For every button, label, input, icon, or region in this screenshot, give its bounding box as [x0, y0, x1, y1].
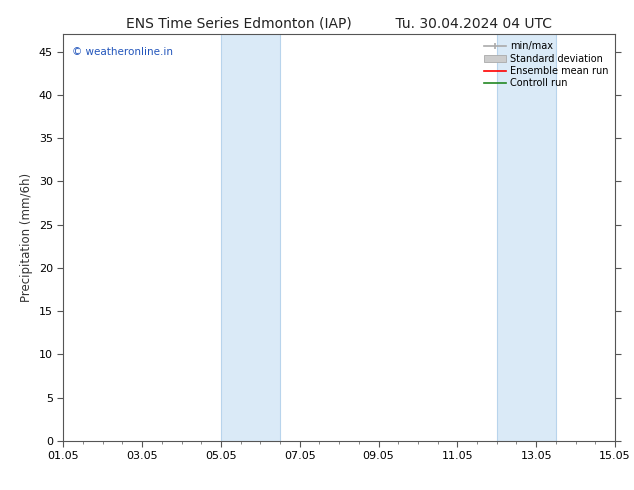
Bar [221, 34, 280, 441]
Title: ENS Time Series Edmonton (IAP)          Tu. 30.04.2024 04 UTC: ENS Time Series Edmonton (IAP) Tu. 30.04… [126, 16, 552, 30]
Legend: min/max, Standard deviation, Ensemble mean run, Controll run: min/max, Standard deviation, Ensemble me… [482, 39, 610, 90]
Text: © weatheronline.in: © weatheronline.in [72, 47, 172, 56]
Y-axis label: Precipitation (mm/6h): Precipitation (mm/6h) [20, 173, 34, 302]
Bar [497, 34, 556, 441]
